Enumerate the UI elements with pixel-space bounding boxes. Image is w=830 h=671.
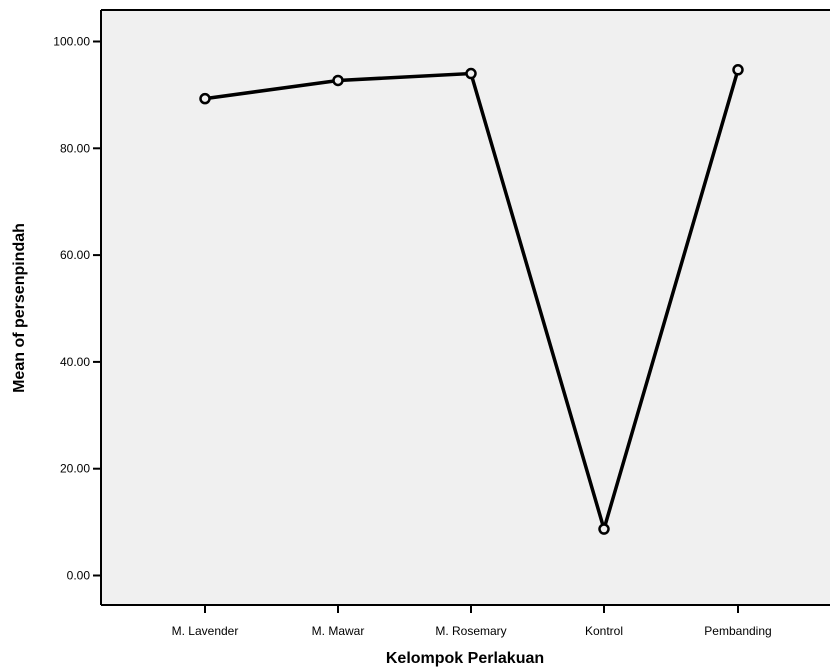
x-tick-label: M. Lavender — [172, 624, 239, 638]
x-tick-label: M. Mawar — [312, 624, 365, 638]
y-tick-label: 40.00 — [60, 355, 90, 369]
data-point — [199, 92, 211, 105]
x-tick-label: Pembanding — [704, 624, 771, 638]
data-point — [332, 74, 344, 87]
x-tick-label: Kontrol — [585, 624, 623, 638]
y-axis: 0.00 20.00 40.00 60.00 80.00 100.00 — [53, 9, 830, 605]
data-point — [732, 64, 744, 76]
x-tick-label: M. Rosemary — [435, 624, 506, 638]
y-axis-title: Mean of persenpindah — [11, 223, 28, 393]
y-tick-label: 0.00 — [67, 569, 91, 583]
data-points — [199, 64, 744, 535]
x-axis: M. Lavender M. Mawar M. Rosemary Kontrol Pem… — [101, 604, 830, 638]
plot-area — [101, 10, 830, 605]
data-point — [598, 523, 610, 535]
y-tick-label: 80.00 — [60, 141, 90, 155]
x-axis-title: Kelompok Perlakuan — [386, 650, 544, 667]
y-tick-label: 100.00 — [53, 35, 90, 49]
y-tick-label: 20.00 — [60, 462, 90, 476]
data-point — [465, 67, 477, 80]
y-tick-label: 60.00 — [60, 248, 90, 262]
